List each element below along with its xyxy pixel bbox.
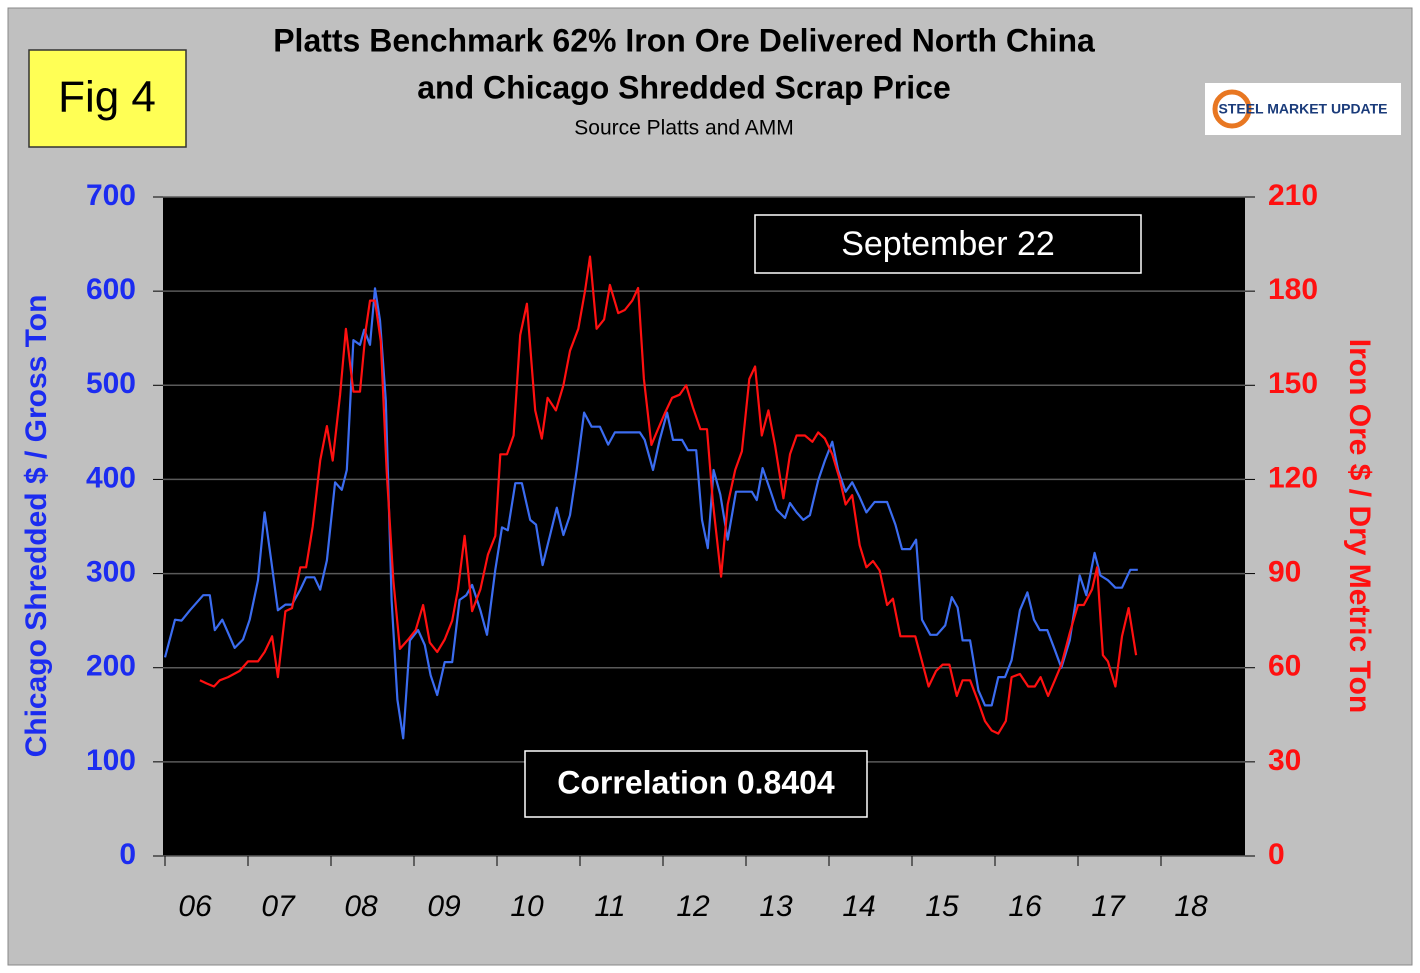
y-axis-title: Chicago Shredded $ / Gross Ton [20,295,53,758]
x-tick-label: 12 [676,890,710,923]
y-tick-label: 400 [86,461,136,494]
y2-tick-label: 120 [1268,461,1318,494]
logo-text: STEEL MARKET UPDATE [1218,101,1387,117]
x-tick-label: 15 [925,890,959,923]
series-line [163,287,1138,740]
y2-tick-label: 210 [1268,179,1318,212]
annotation-correlation: Correlation 0.8404 [557,764,835,800]
chart-title: Platts Benchmark 62% Iron Ore Delivered … [273,22,1095,58]
x-tick-label: 06 [178,890,212,923]
y-tick-label: 200 [86,650,136,683]
chart-subtitle: Source Platts and AMM [574,117,793,140]
figure-label: Fig 4 [58,73,156,122]
x-tick-label: 14 [842,890,875,923]
x-tick-label: 18 [1174,890,1208,923]
chart-title-line2: and Chicago Shredded Scrap Price [417,69,950,105]
x-tick-label: 13 [759,890,793,923]
x-tick-label: 08 [344,890,378,923]
y-tick-label: 0 [119,838,136,871]
y-tick-label: 300 [86,555,136,588]
y2-tick-label: 150 [1268,367,1318,400]
figure-box [28,49,187,148]
y-tick-label: 500 [86,367,136,400]
y2-tick-label: 30 [1268,744,1301,777]
y2-tick-label: 60 [1268,650,1301,683]
y2-tick-label: 180 [1268,273,1318,306]
logo-icon [1212,89,1252,129]
x-tick-label: 10 [510,890,544,923]
y2-axis-title: Iron Ore $ / Dry Metric Ton [1343,339,1376,714]
annotation-box [524,750,868,818]
y2-tick-label: 0 [1268,838,1285,871]
y2-tick-label: 90 [1268,555,1301,588]
y-tick-label: 600 [86,273,136,306]
x-tick-label: 16 [1008,890,1042,923]
x-tick-label: 09 [427,890,461,923]
x-tick-label: 17 [1091,890,1126,923]
y-tick-label: 700 [86,179,136,212]
y-tick-label: 100 [86,744,136,777]
x-tick-label: 07 [261,890,296,923]
lines [163,255,1138,740]
series-line [199,255,1138,735]
x-tick-label: 11 [594,890,625,923]
annotation-box [754,214,1142,274]
annotation-date: September 22 [841,225,1055,263]
